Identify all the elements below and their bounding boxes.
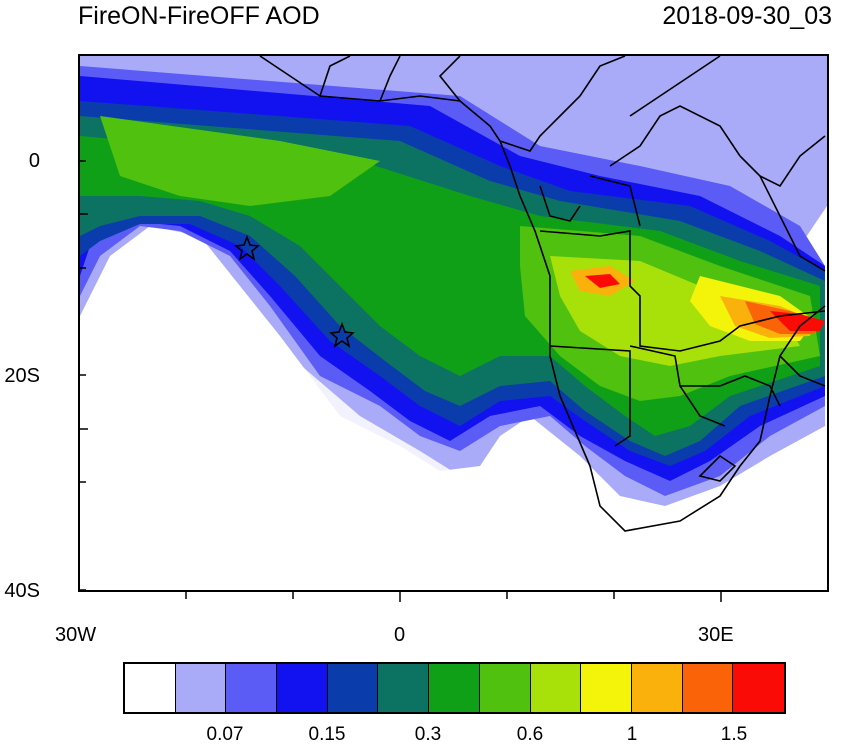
map-timestamp: 2018-09-30_03	[662, 2, 832, 31]
colorbar-box-9	[531, 664, 582, 712]
colorbar-label-0-15: 0.15	[309, 724, 346, 746]
colorbar-box-2	[176, 664, 227, 712]
y-label-0: 0	[0, 150, 40, 173]
colorbar-box-8	[480, 664, 531, 712]
colorbar-label-0-6: 0.6	[517, 724, 543, 746]
axis-ticks	[66, 54, 846, 614]
colorbar-box-10	[581, 664, 632, 712]
map-title: FireON-FireOFF AOD	[78, 2, 320, 31]
y-label-20s: 20S	[0, 365, 40, 388]
colorbar-box-1	[125, 664, 176, 712]
x-label-30e: 30E	[698, 624, 734, 647]
colorbar-box-11	[632, 664, 683, 712]
colorbar	[123, 662, 786, 714]
y-label-40s: 40S	[0, 580, 40, 603]
colorbar-box-5	[328, 664, 379, 712]
colorbar-box-12	[683, 664, 734, 712]
colorbar-box-6	[378, 664, 429, 712]
colorbar-label-0-3: 0.3	[415, 724, 441, 746]
x-label-0: 0	[394, 624, 405, 647]
colorbar-box-7	[429, 664, 480, 712]
colorbar-label-0-07: 0.07	[207, 724, 244, 746]
colorbar-label-1: 1	[627, 724, 638, 746]
colorbar-label-1-5: 1.5	[721, 724, 747, 746]
x-label-30w: 30W	[55, 624, 96, 647]
colorbar-box-13	[733, 664, 784, 712]
colorbar-box-4	[277, 664, 328, 712]
colorbar-box-3	[226, 664, 277, 712]
